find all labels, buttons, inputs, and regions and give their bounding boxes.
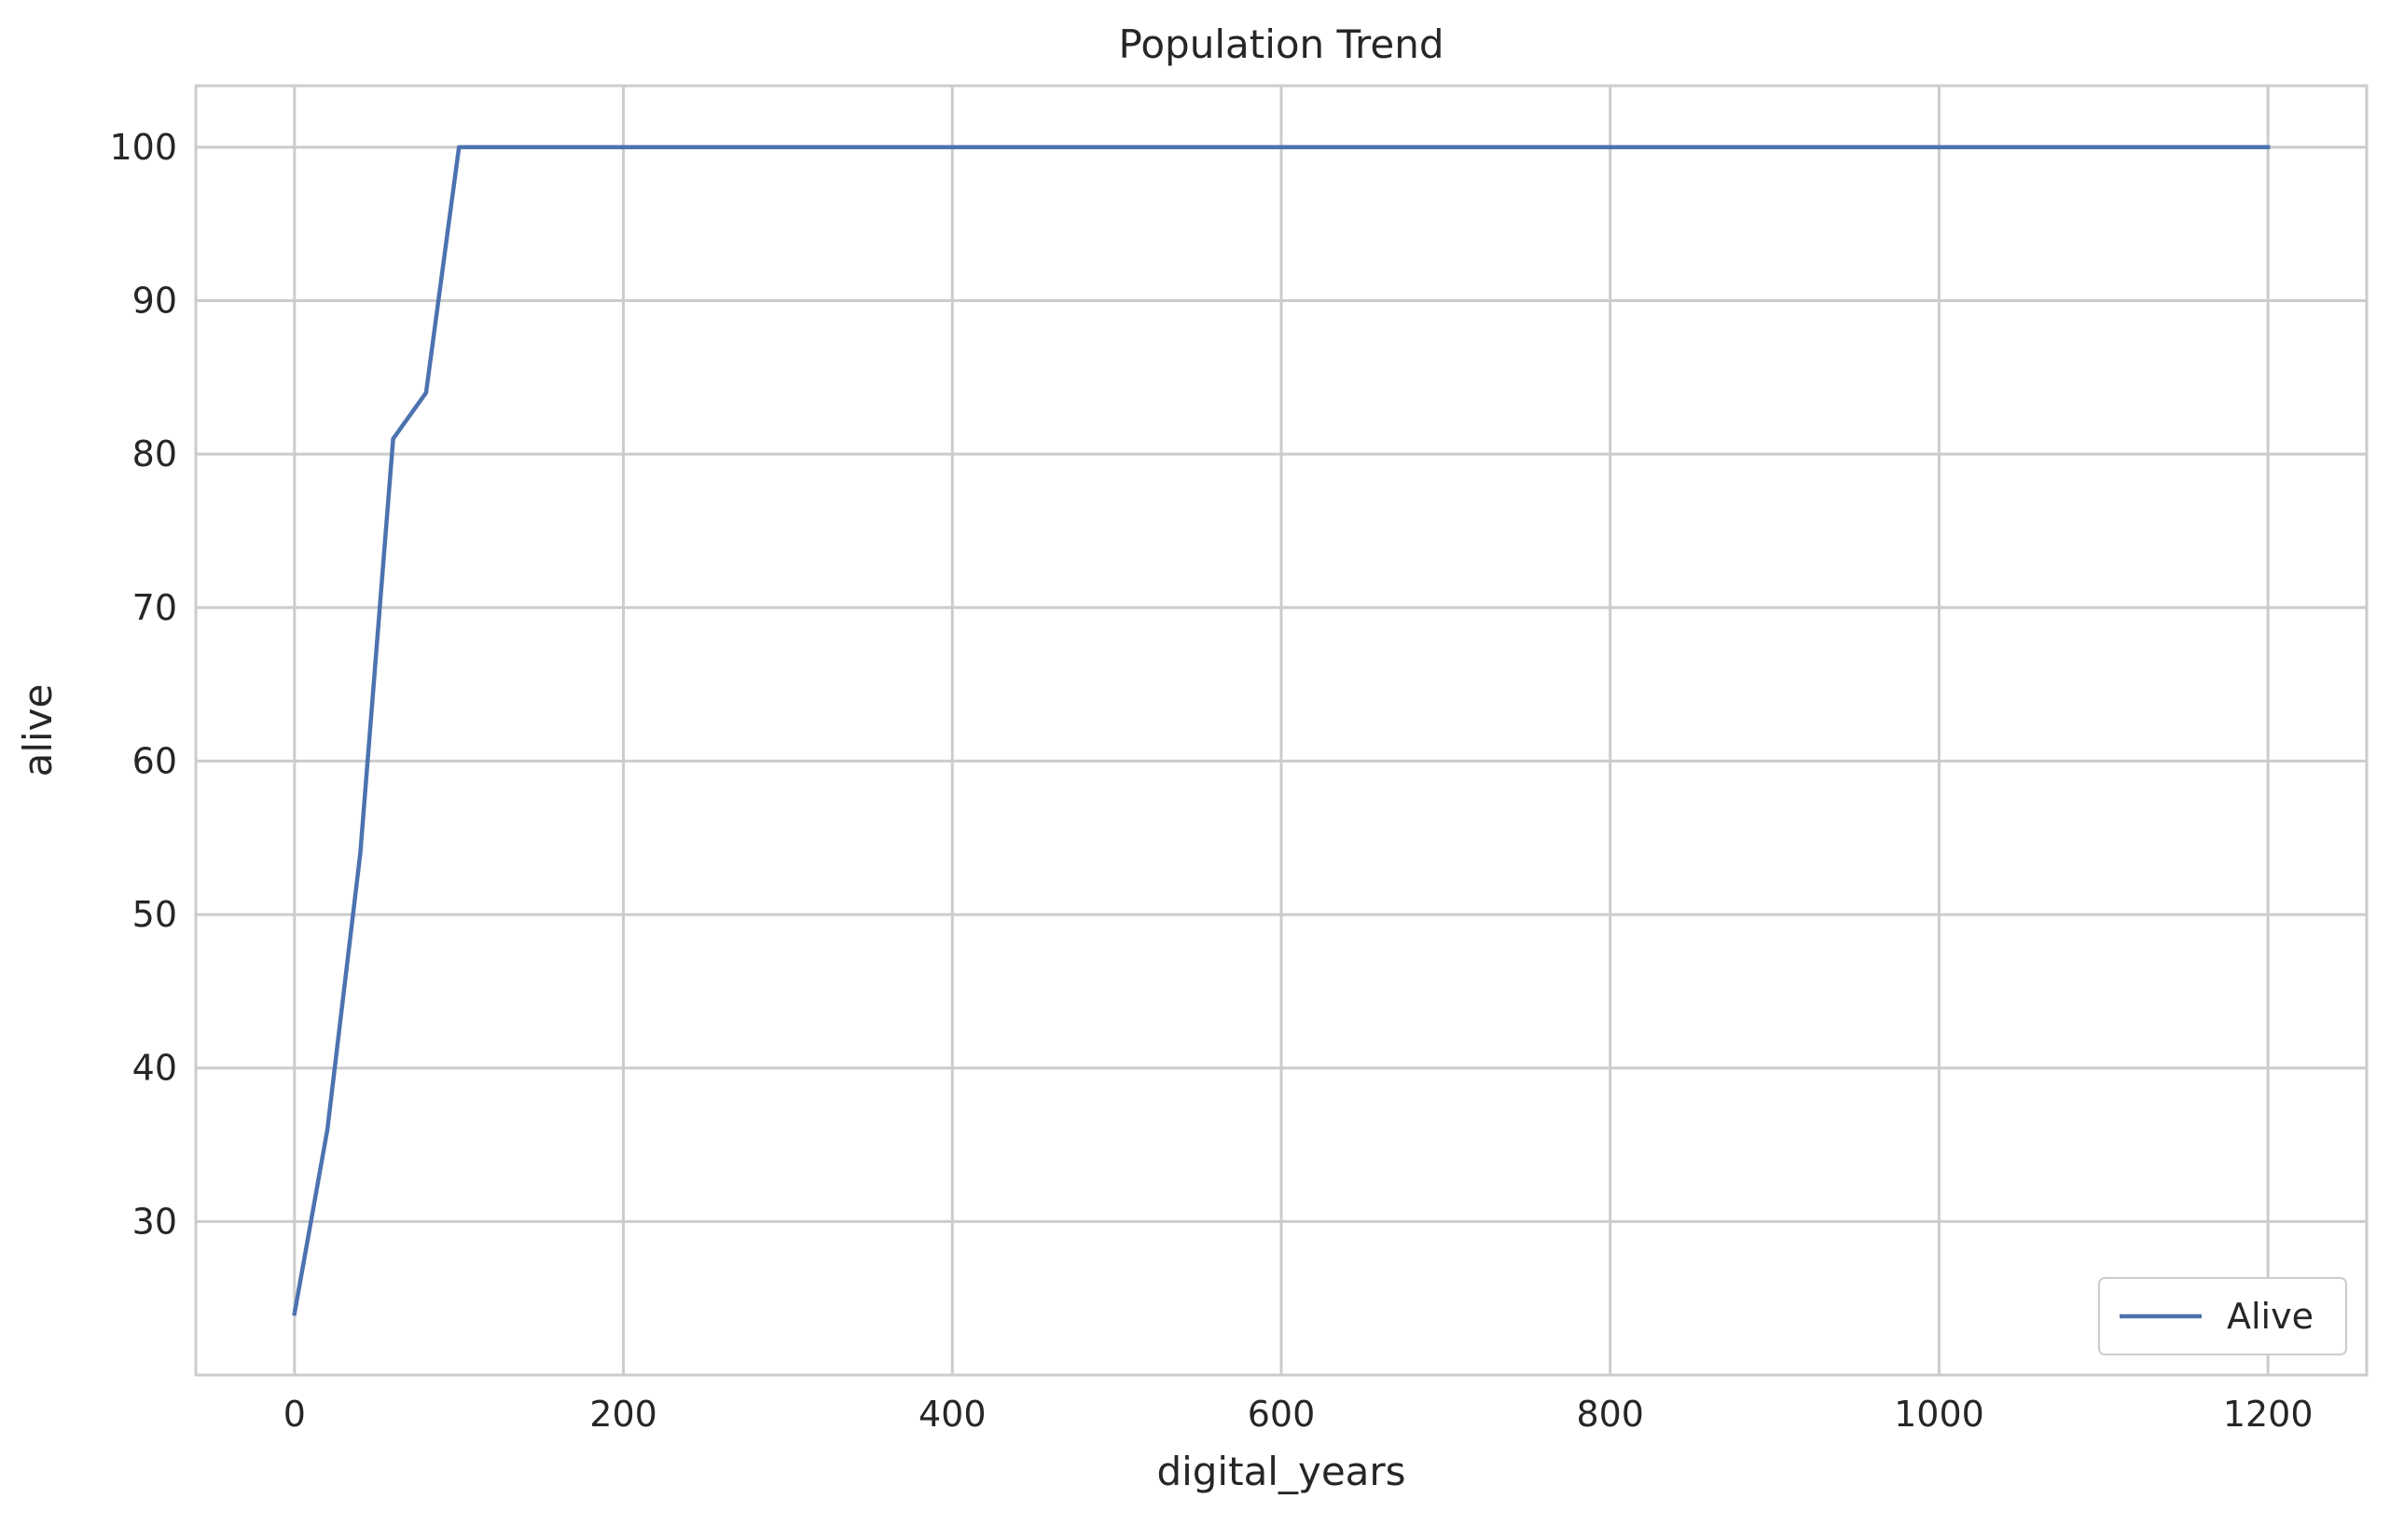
grid-lines bbox=[196, 86, 2367, 1375]
legend-label-alive: Alive bbox=[2227, 1296, 2314, 1337]
y-tick-label: 70 bbox=[132, 587, 177, 628]
x-tick-label: 0 bbox=[283, 1394, 306, 1435]
y-tick-label: 80 bbox=[132, 433, 177, 474]
legend: Alive bbox=[2098, 1277, 2347, 1355]
x-tick-label: 1000 bbox=[1894, 1394, 1984, 1435]
x-tick-label: 600 bbox=[1248, 1394, 1316, 1435]
y-tick-label: 100 bbox=[109, 127, 177, 168]
y-tick-label: 30 bbox=[132, 1201, 177, 1242]
plot-frame bbox=[194, 84, 2369, 1377]
y-tick-label: 40 bbox=[132, 1048, 177, 1089]
x-tick-label: 400 bbox=[919, 1394, 987, 1435]
x-tick-label: 800 bbox=[1576, 1394, 1644, 1435]
y-tick-label: 50 bbox=[132, 894, 177, 935]
x-axis-ticks: 0 200 400 600 800 1000 1200 bbox=[283, 1394, 2314, 1435]
y-tick-label: 90 bbox=[132, 281, 177, 322]
y-axis-ticks: 30 40 50 60 70 80 90 100 bbox=[109, 127, 177, 1243]
legend-box bbox=[2098, 1277, 2347, 1355]
series-layer bbox=[292, 144, 2271, 1316]
x-tick-label: 1200 bbox=[2223, 1394, 2314, 1435]
x-axis-label: digital_years bbox=[1156, 1449, 1405, 1494]
y-axis-label: alive bbox=[15, 684, 61, 777]
chart-title: Population Trend bbox=[1119, 21, 1444, 67]
series-line-alive bbox=[292, 144, 2271, 1316]
x-tick-label: 200 bbox=[589, 1394, 657, 1435]
y-tick-label: 60 bbox=[132, 740, 177, 781]
